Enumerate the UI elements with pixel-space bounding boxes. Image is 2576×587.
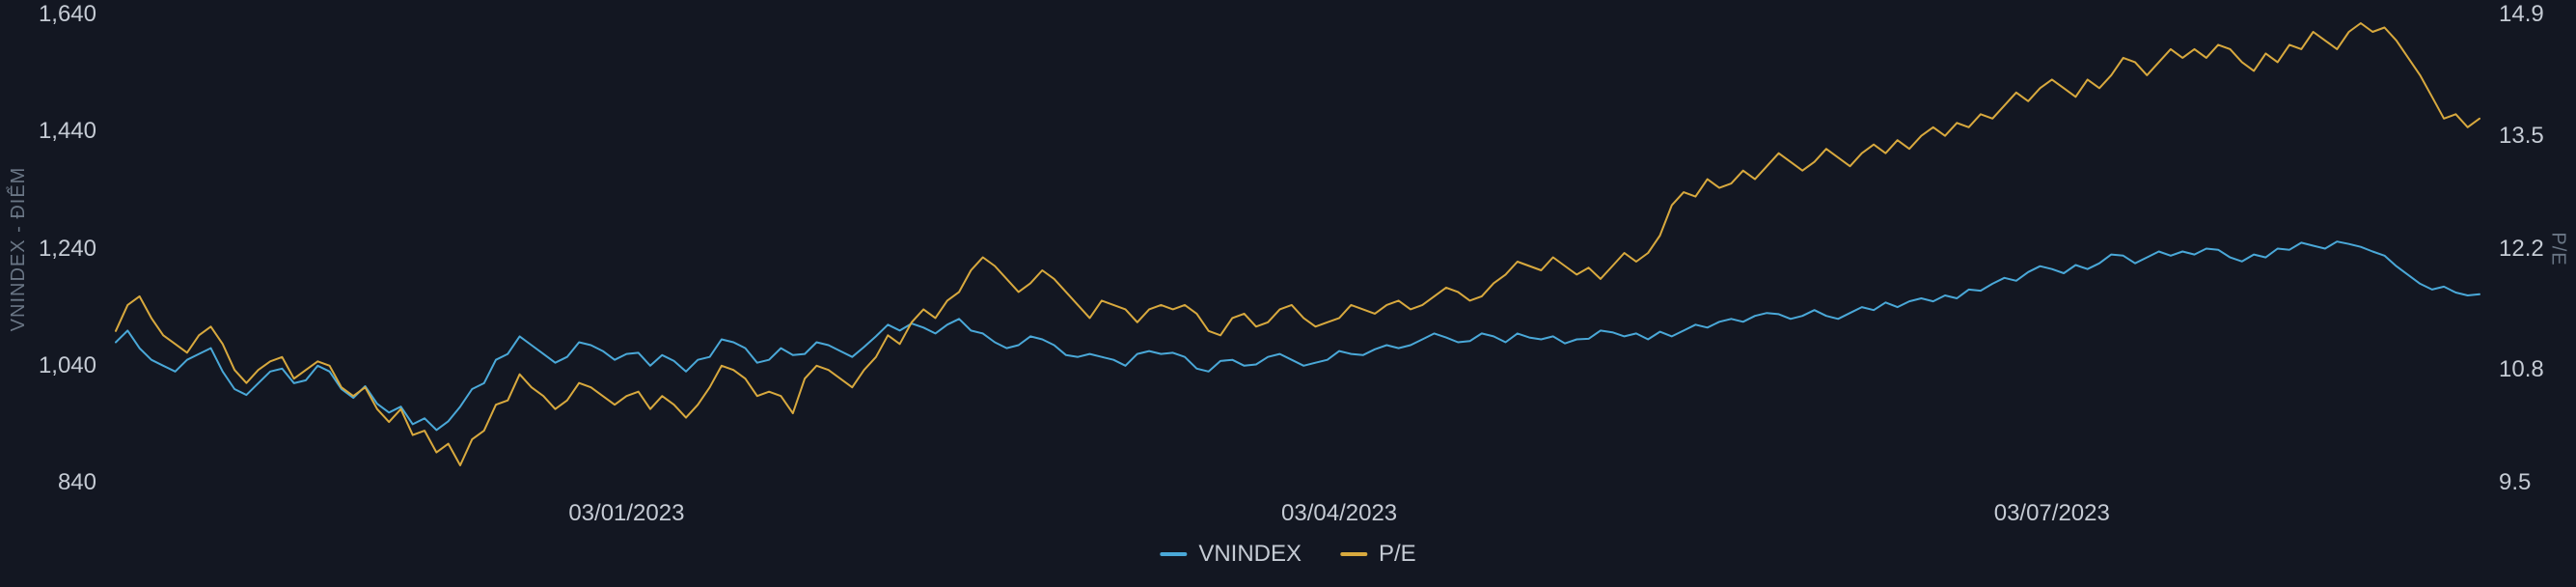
left-axis-tick: 1,440 [39,120,96,143]
legend-label-vnindex: VNINDEX [1198,541,1302,568]
series-vnindex [116,241,2480,430]
legend-item-vnindex[interactable]: VNINDEX [1160,541,1302,568]
right-axis-tick: 12.2 [2499,238,2544,261]
right-axis-tick: 14.9 [2499,3,2544,26]
legend-label-pe: P/E [1379,541,1416,568]
left-axis-tick: 840 [58,471,96,494]
right-axis-tick: 10.8 [2499,358,2544,381]
left-axis-tick: 1,240 [39,238,96,261]
x-axis-tick: 03/07/2023 [1994,500,2110,527]
price-pe-chart: VNINDEX - ĐIỂM P/E VNINDEX P/E 840 1,040 1… [0,0,2576,587]
right-axis-tick: 13.5 [2499,125,2544,148]
left-axis-tick: 1,640 [39,3,96,26]
left-axis-tick: 1,040 [39,354,96,377]
series-p/e [116,23,2480,465]
right-axis-title: P/E [2546,232,2568,266]
x-axis-tick: 03/04/2023 [1281,500,1397,527]
left-axis-title: VNINDEX - ĐIỂM [8,166,30,331]
chart-canvas [0,0,2576,587]
legend-swatch-vnindex [1160,552,1187,556]
legend-swatch-pe [1340,552,1367,556]
legend-item-pe[interactable]: P/E [1340,541,1416,568]
x-axis-tick: 03/01/2023 [568,500,684,527]
chart-legend: VNINDEX P/E [1160,541,1415,568]
right-axis-tick: 9.5 [2499,471,2531,494]
